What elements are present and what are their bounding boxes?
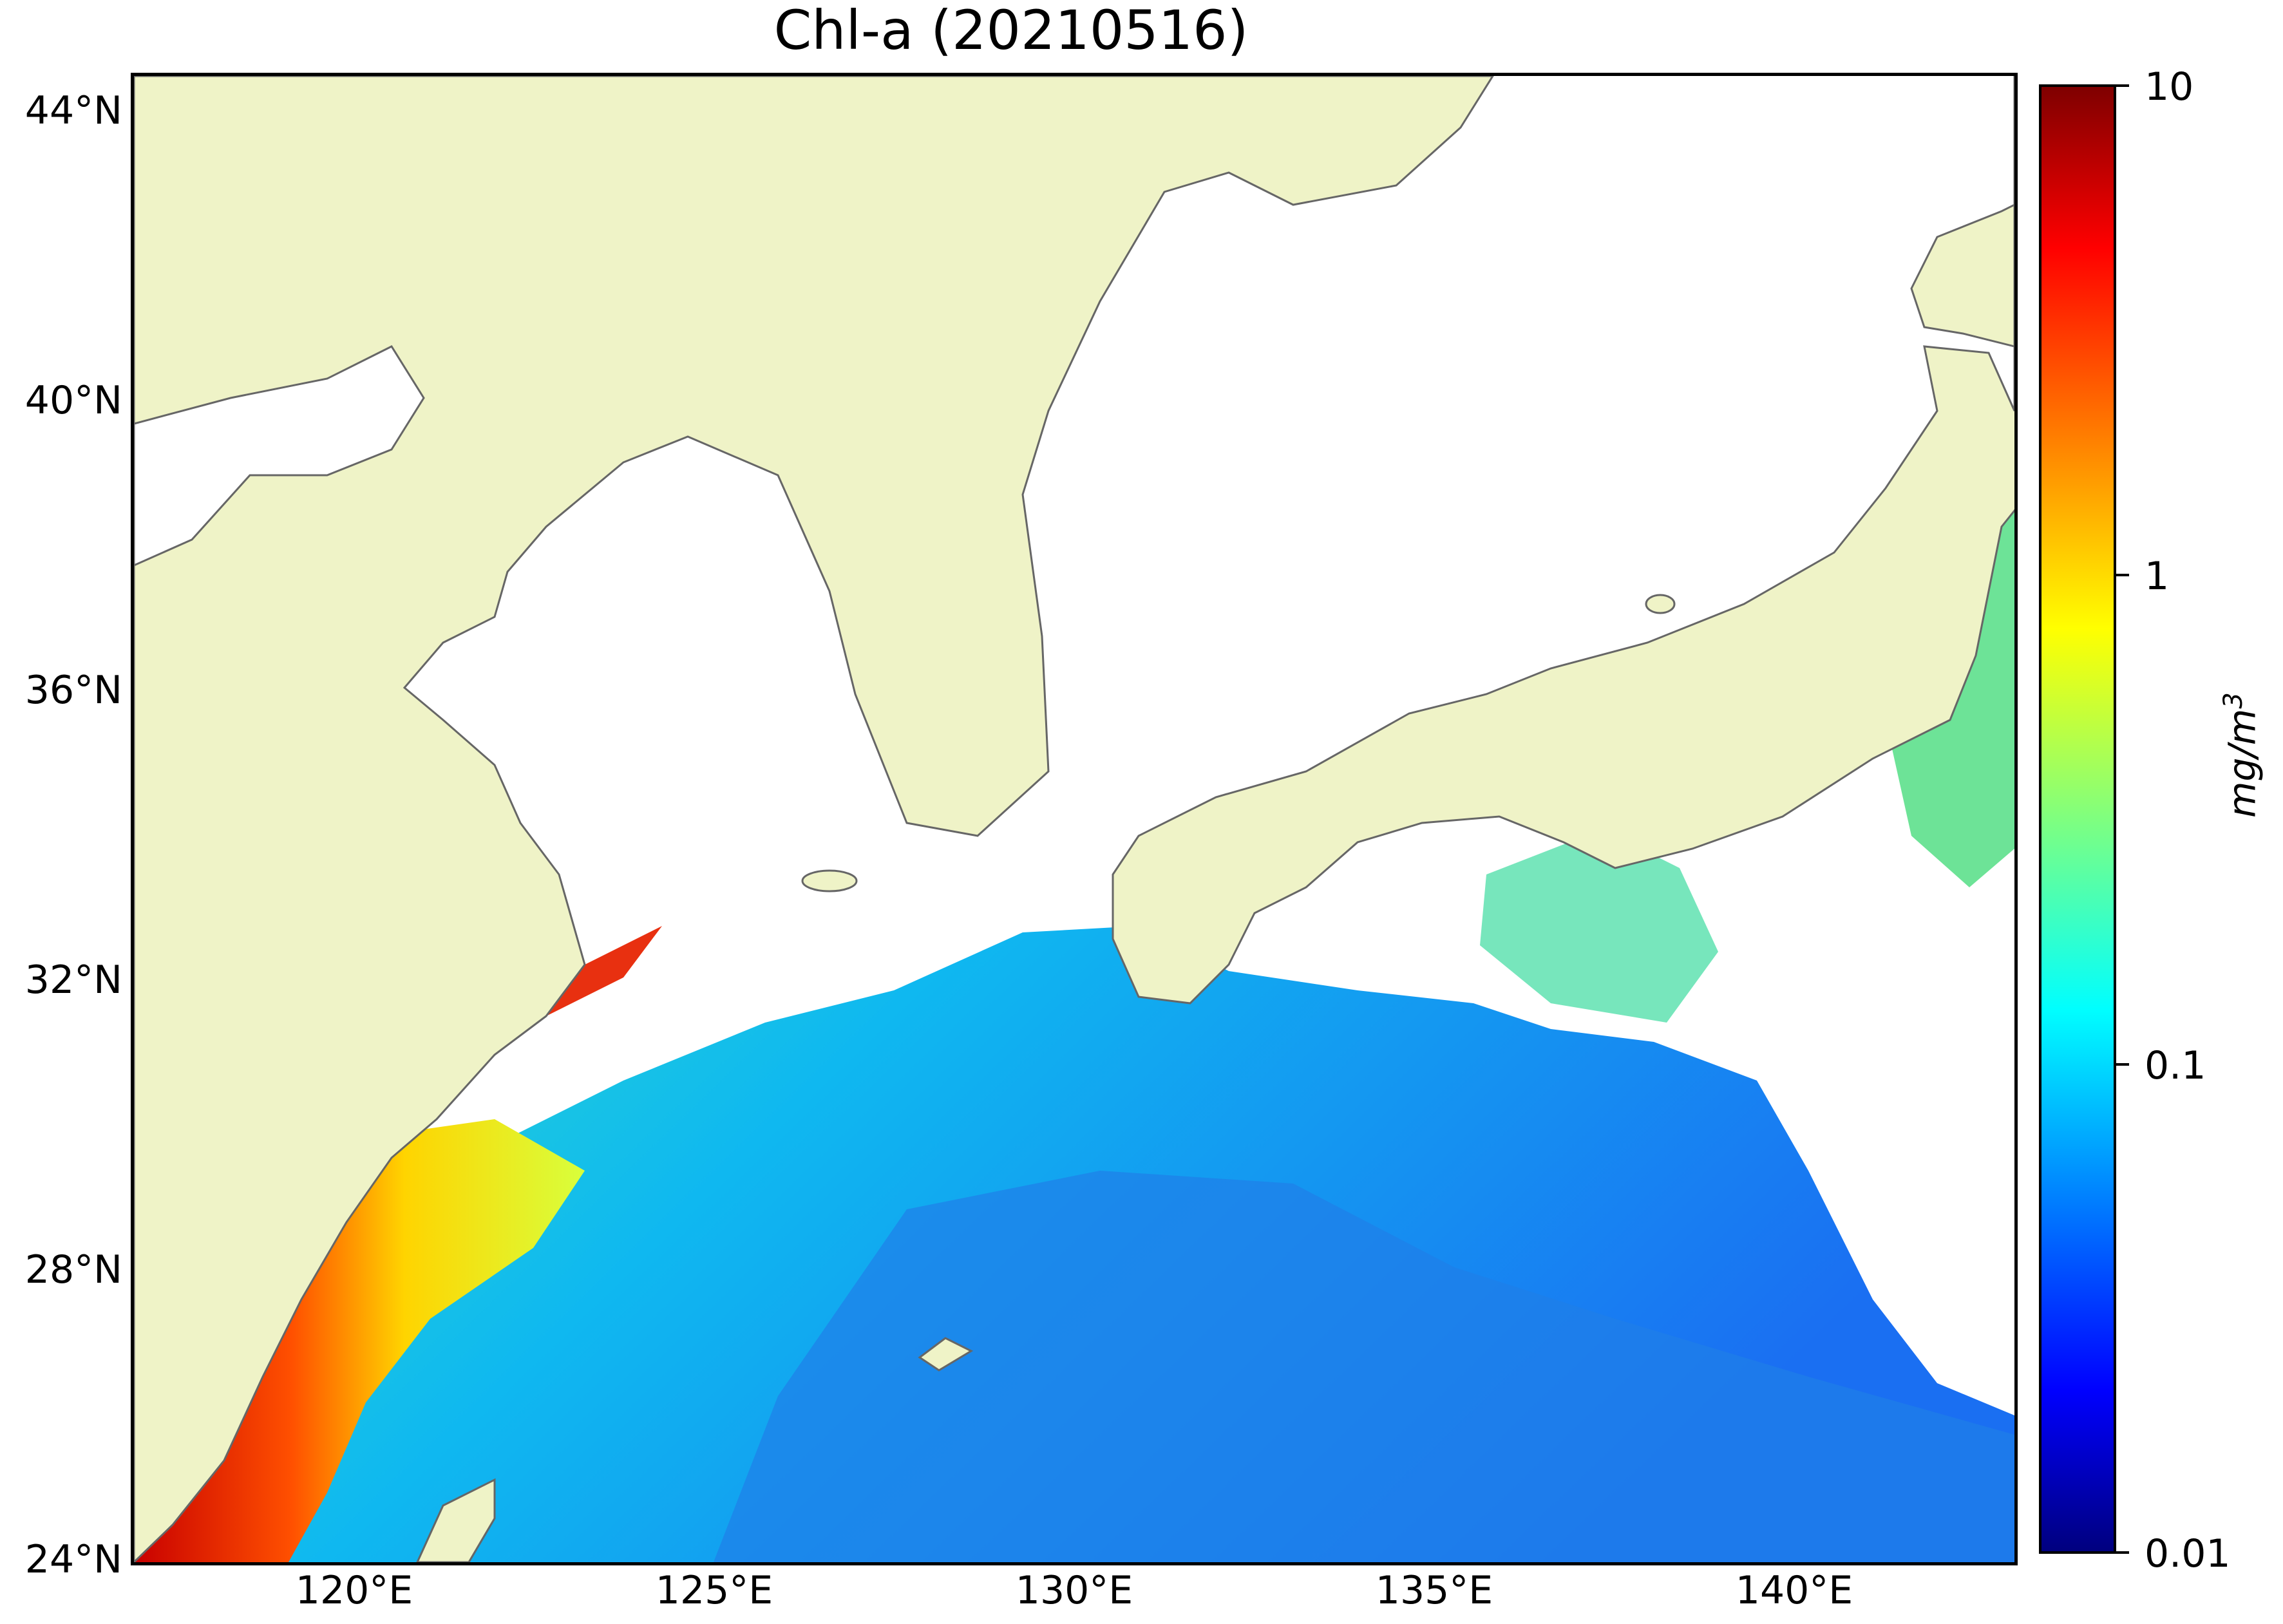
colorbar-label: 1 (2145, 554, 2170, 599)
colorbar-major-tick (2116, 574, 2129, 576)
lon-tick-label: 135°E (1375, 1568, 1493, 1613)
coastal-bloom-zone (134, 1119, 585, 1562)
chlorophyll-field-central (1480, 829, 1718, 1023)
colorbar (2039, 84, 2116, 1554)
lat-tick-label: 28°N (24, 1247, 122, 1292)
hokkaido (1910, 203, 2014, 348)
jeju-island (801, 869, 858, 892)
mainland-asia (134, 76, 1494, 1562)
japan-kyushu-honshu (1112, 76, 2014, 1005)
lat-tick-label: 32°N (24, 958, 122, 1003)
map-title: Chl-a (20210516) (773, 0, 1249, 62)
colorbar-major-tick (2116, 84, 2129, 87)
map-canvas (134, 76, 2014, 1562)
colorbar-unit: mg/m3 (2219, 692, 2264, 818)
land-masses (134, 76, 2014, 1562)
taiwan (416, 1478, 496, 1562)
chlorophyll-field-blue-core (714, 1171, 2014, 1562)
lat-tick-label: 24°N (24, 1537, 122, 1582)
map-panel (131, 73, 2018, 1565)
colorbar-unit-base: mg/m (2220, 708, 2264, 818)
lon-tick-label: 140°E (1735, 1568, 1853, 1613)
lon-tick-label: 125°E (655, 1568, 773, 1613)
lat-tick-label: 44°N (24, 88, 122, 133)
colorbar-label: 10 (2145, 64, 2194, 109)
lat-tick-label: 40°N (24, 378, 122, 423)
colorbar-major-tick (2116, 1063, 2129, 1066)
bohai-inlet-land (134, 345, 425, 567)
sado-island (1645, 594, 1676, 614)
lon-tick-label: 120°E (295, 1568, 413, 1613)
colorbar-label: 0.01 (2145, 1531, 2231, 1576)
colorbar-major-tick (2116, 1551, 2129, 1554)
colorbar-label: 0.1 (2145, 1043, 2206, 1088)
colorbar-unit-sup: 3 (2219, 692, 2248, 709)
lat-tick-label: 36°N (24, 668, 122, 713)
okinawa-island (918, 1337, 974, 1372)
lon-tick-label: 130°E (1015, 1568, 1133, 1613)
